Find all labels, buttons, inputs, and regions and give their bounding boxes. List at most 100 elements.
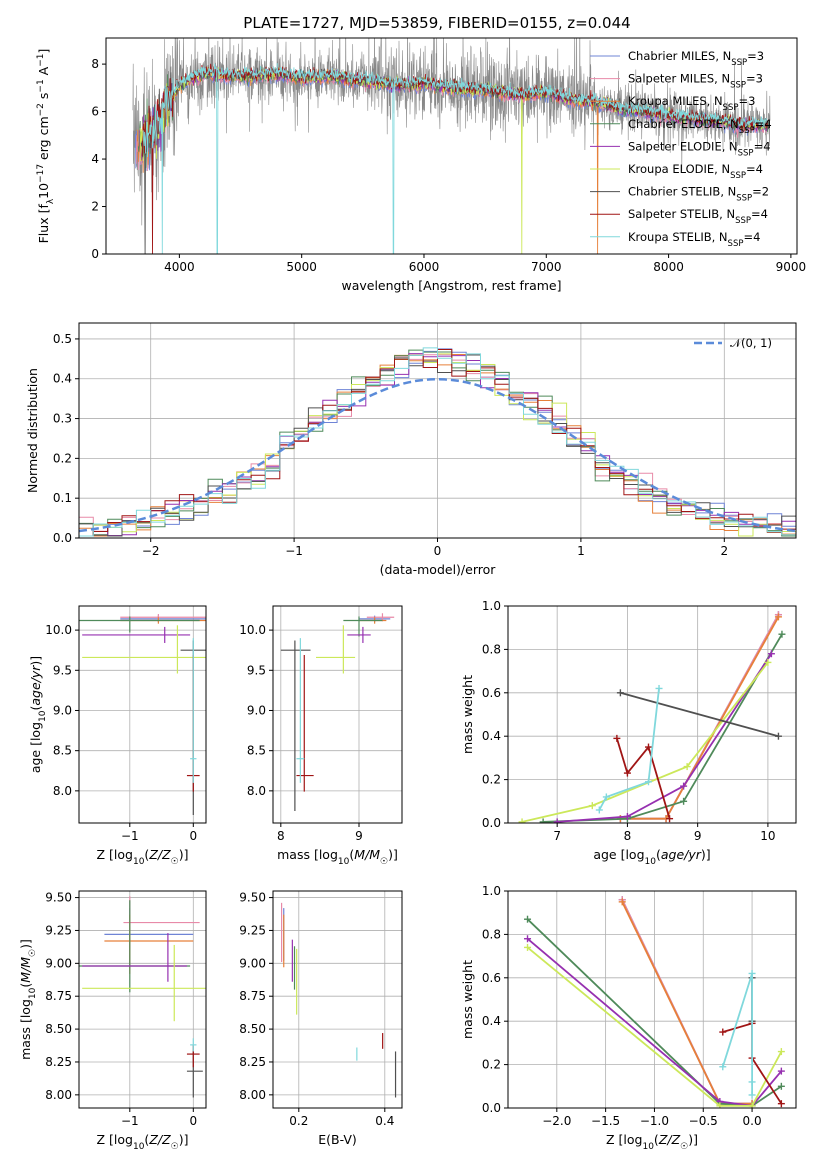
errorbar-salpeter_miles [123,896,200,963]
x-tick-label: −1 [121,829,139,843]
x-tick-label: 8 [277,829,285,843]
legend-entry: Chabrier ELODIE, NSSP=4 [628,117,772,136]
x-tick-label: −1 [285,544,303,558]
x-axis-label: Z [log10(Z/Z☉)] [606,1132,698,1152]
x-tick-label: 5000 [286,260,317,274]
axes-frame [272,605,403,824]
histogram-kroupa_stelib [79,347,796,538]
marker-kroupa_miles [774,613,782,621]
y-tick-label: 9.00 [45,956,72,970]
y-axis-label: mass [log10(M/M☉)] [18,939,38,1060]
marker-kroupa_elodie [764,658,772,666]
marker-kroupa_stelib [719,1063,727,1071]
legend-entry: Kroupa STELIB, NSSP=4 [628,230,760,249]
marker-kroupa_miles [618,898,626,906]
marker-chabrier_elodie [524,915,532,923]
x-tick-label: 8000 [653,260,684,274]
y-tick-label: 10.0 [239,623,266,637]
axes-frame [78,605,207,824]
y-tick-label: 0.1 [53,491,72,505]
errorbar-salpeter_elodie [347,626,371,643]
y-tick-label: 0.6 [482,686,501,700]
panel-mass_vs_ebv: 0.2 0.4 8.00 8.25 8.50 8.75 9.00 9.25 9.50 E(B-V) [239,890,403,1147]
errorbar-kroupa_stelib [190,638,197,783]
y-tick-label: 9.5 [247,663,266,677]
y-axis-label: Normed distribution [25,368,40,493]
marker-kroupa_elodie [748,1102,756,1108]
series-chabrier_miles [620,614,780,820]
y-axis-label: Flux [fλ10−17 erg cm−2 s−1 A−1] [36,49,56,244]
marker-salpeter_stelib [613,734,621,742]
x-axis-label: Z [log10(Z/Z☉)] [97,847,189,867]
y-tick-label: 8.5 [53,744,72,758]
legend-entry: Chabrier STELIB, NSSP=2 [628,185,769,204]
plot-area [79,614,206,815]
marker-salpeter_elodie [767,650,775,658]
series-kroupa_stelib [598,688,660,811]
y-tick-label: 8.25 [239,1055,266,1069]
y-tick-label: 9.50 [239,891,266,905]
marker-salpeter_stelib [644,743,652,751]
errorbar-salpeter_elodie [82,626,191,643]
x-tick-label: 0.4 [375,1114,394,1128]
x-tick-label: −2.0 [542,1114,571,1128]
panel-age_vs_Z: −1 0 8.0 8.5 9.0 9.5 10.0 Z [log10(Z/Z☉)] age [l… [28,605,207,867]
y-tick-label: 9.50 [45,891,72,905]
y-tick-label: 0.8 [482,642,501,656]
marker-salpeter_elodie [524,935,532,943]
y-tick-label: 0.0 [53,531,72,545]
marker-kroupa_stelib [602,793,610,801]
errorbar-kroupa_elodie [316,625,356,674]
y-tick-label: 8.00 [239,1088,266,1102]
series-kroupa_elodie [521,661,769,823]
series-chabrier_stelib [620,691,779,738]
x-tick-label: 10 [760,829,775,843]
marker-salpeter_stelib [623,769,631,777]
x-tick-label: −1.0 [640,1114,669,1128]
legend-entry: Salpeter STELIB, NSSP=4 [628,207,768,226]
marker-chabrier_elodie [777,1082,785,1090]
y-tick-label: 9.0 [247,703,266,717]
series-kroupa_miles [620,616,780,820]
x-tick-label: 0.2 [289,1114,308,1128]
marker-kroupa_elodie [518,818,526,823]
y-tick-label: 9.00 [239,956,266,970]
errorbar-chabrier_elodie [79,900,191,993]
y-tick-label: 4 [91,152,99,166]
y-tick-label: 1.0 [482,884,501,898]
panel-spectrum: 4000 5000 6000 7000 8000 9000 0 2 4 6 8 wavelength … [36,37,807,293]
y-tick-label: 0.5 [53,332,72,346]
x-tick-label: 4000 [164,260,195,274]
marker-chabrier_elodie [680,797,688,805]
series-salpeter_elodie [526,938,783,1107]
panel-age_vs_mass: 8 9 8.0 8.5 9.0 9.5 10.0 mass [log10(M/M☉)] [239,605,403,867]
legend-entry: Chabrier MILES, NSSP=3 [628,49,764,68]
plot-area [281,902,397,1098]
x-tick-label: 9000 [776,260,807,274]
marker-kroupa_elodie [588,802,596,810]
y-tick-label: 8.50 [239,1022,266,1036]
y-tick-label: 10.0 [45,623,72,637]
legend-entry: Kroupa ELODIE, NSSP=4 [628,162,763,181]
y-tick-label: 0.2 [482,1058,501,1072]
legend: Chabrier MILES, NSSP=3 Salpeter MILES, NS… [590,49,772,249]
y-tick-label: 8.0 [247,784,266,798]
x-tick-label: 6000 [409,260,440,274]
y-tick-label: 0.2 [482,773,501,787]
model-spectrum-kroupa_stelib [142,63,767,254]
marker-kroupa_elodie [683,763,691,771]
marker-kroupa_elodie [524,943,532,951]
plot-area [79,347,796,538]
series-kroupa_stelib [721,973,753,1095]
x-tick-label: 8 [624,829,632,843]
errorbar-salpeter_stelib [296,655,314,792]
x-tick-label: 7 [553,829,561,843]
y-tick-label: 8.5 [247,744,266,758]
marker-salpeter_stelib [666,815,674,823]
marker-chabrier_elodie [539,818,547,823]
marker-salpeter_elodie [680,782,688,790]
y-tick-label: 0.8 [482,927,501,941]
marker-kroupa_stelib [644,778,652,786]
y-tick-label: 8.00 [45,1088,72,1102]
x-axis-label: mass [log10(M/M☉)] [277,847,398,867]
